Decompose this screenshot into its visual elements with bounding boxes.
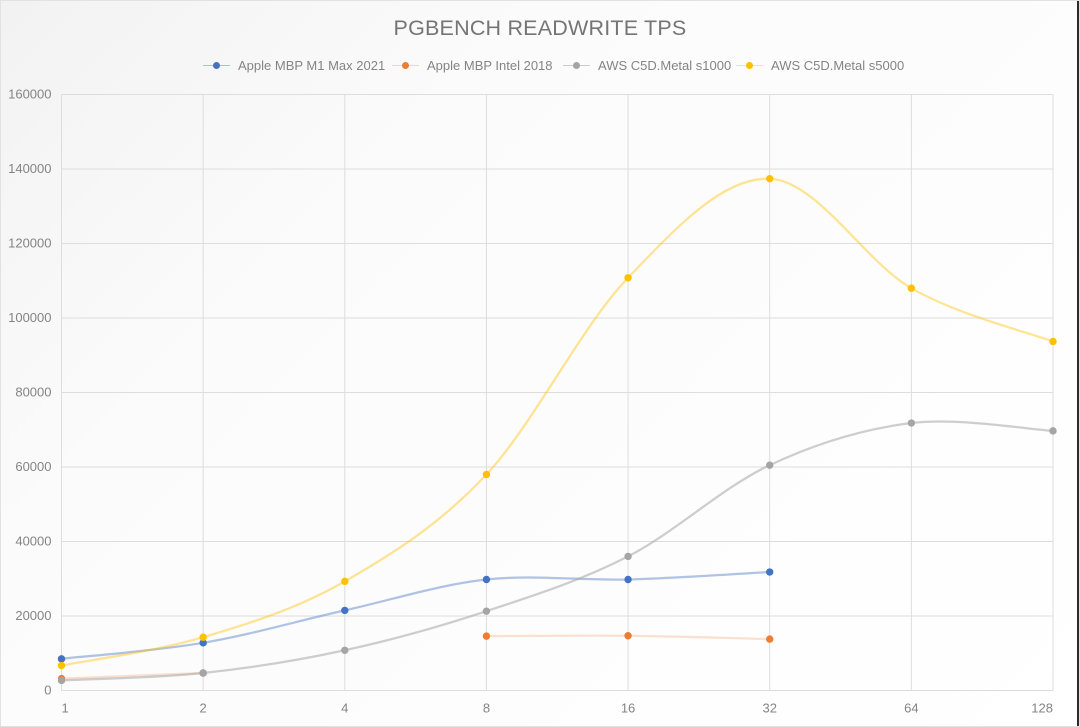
svg-text:100000: 100000 <box>8 310 51 325</box>
svg-text:20000: 20000 <box>15 608 51 623</box>
svg-text:120000: 120000 <box>8 236 51 251</box>
svg-text:128: 128 <box>1031 701 1053 716</box>
svg-text:2: 2 <box>200 701 207 716</box>
svg-text:16: 16 <box>621 701 635 716</box>
svg-text:40000: 40000 <box>15 534 51 549</box>
svg-text:60000: 60000 <box>15 459 51 474</box>
svg-text:0: 0 <box>44 683 51 698</box>
svg-text:1: 1 <box>62 701 69 716</box>
svg-text:80000: 80000 <box>15 385 51 400</box>
svg-text:32: 32 <box>762 701 776 716</box>
svg-text:64: 64 <box>904 701 918 716</box>
svg-text:140000: 140000 <box>8 161 51 176</box>
svg-text:160000: 160000 <box>8 87 51 102</box>
svg-text:8: 8 <box>483 701 490 716</box>
svg-text:4: 4 <box>341 701 348 716</box>
